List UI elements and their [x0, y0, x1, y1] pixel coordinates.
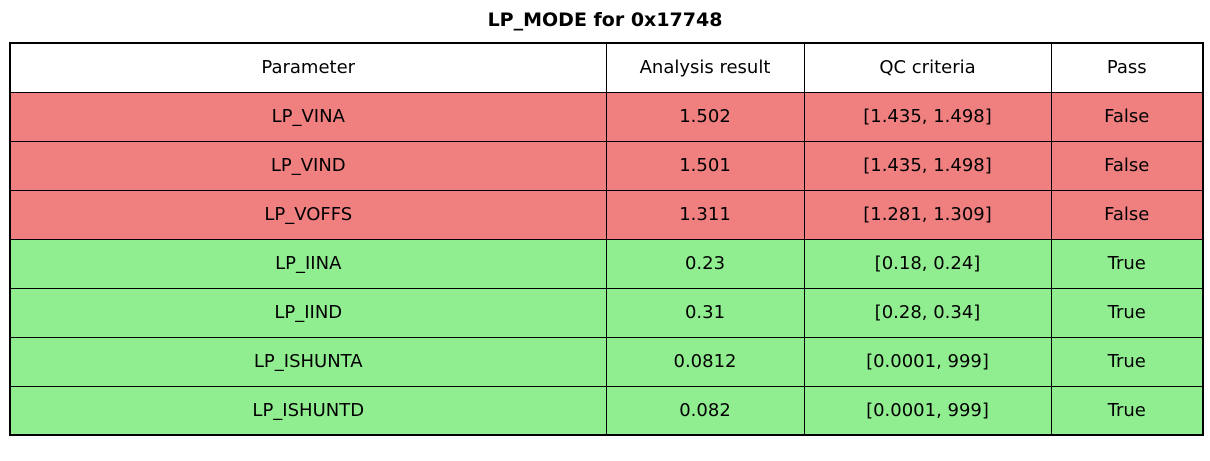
cell-parameter: LP_VINA [9, 91, 607, 142]
table-row: LP_ISHUNTD 0.082 [0.0001, 999] True [9, 385, 1204, 436]
cell-qc-criteria: [0.0001, 999] [803, 385, 1052, 436]
cell-qc-criteria: [0.28, 0.34] [803, 287, 1052, 338]
cell-parameter: LP_VOFFS [9, 189, 607, 240]
page-title: LP_MODE for 0x17748 [487, 9, 723, 31]
cell-pass: True [1050, 287, 1204, 338]
cell-parameter: LP_IIND [9, 287, 607, 338]
cell-parameter: LP_ISHUNTD [9, 385, 607, 436]
table-row: LP_VOFFS 1.311 [1.281, 1.309] False [9, 189, 1204, 240]
cell-pass: True [1050, 336, 1204, 387]
table-row: LP_VIND 1.501 [1.435, 1.498] False [9, 140, 1204, 191]
cell-qc-criteria: [1.435, 1.498] [803, 140, 1052, 191]
cell-pass: False [1050, 189, 1204, 240]
cell-parameter: LP_ISHUNTA [9, 336, 607, 387]
cell-analysis-result: 1.502 [605, 91, 805, 142]
cell-qc-criteria: [0.0001, 999] [803, 336, 1052, 387]
cell-qc-criteria: [0.18, 0.24] [803, 238, 1052, 289]
cell-analysis-result: 1.311 [605, 189, 805, 240]
cell-pass: True [1050, 238, 1204, 289]
cell-analysis-result: 0.0812 [605, 336, 805, 387]
cell-analysis-result: 0.082 [605, 385, 805, 436]
qc-results-table: Parameter Analysis result QC criteria Pa… [9, 42, 1204, 436]
cell-analysis-result: 0.31 [605, 287, 805, 338]
cell-qc-criteria: [1.435, 1.498] [803, 91, 1052, 142]
table-row: LP_IINA 0.23 [0.18, 0.24] True [9, 238, 1204, 289]
cell-analysis-result: 1.501 [605, 140, 805, 191]
qc-report-figure: LP_MODE for 0x17748 Parameter Analysis r… [0, 9, 1210, 436]
cell-parameter: LP_VIND [9, 140, 607, 191]
column-header-pass: Pass [1050, 42, 1204, 93]
column-header-parameter: Parameter [9, 42, 607, 93]
column-header-qc-criteria: QC criteria [803, 42, 1052, 93]
header-row: Parameter Analysis result QC criteria Pa… [9, 42, 1204, 93]
cell-pass: False [1050, 140, 1204, 191]
table-row: LP_IIND 0.31 [0.28, 0.34] True [9, 287, 1204, 338]
table-header: Parameter Analysis result QC criteria Pa… [9, 42, 1204, 93]
table-body: LP_VINA 1.502 [1.435, 1.498] False LP_VI… [9, 91, 1204, 436]
cell-pass: False [1050, 91, 1204, 142]
cell-parameter: LP_IINA [9, 238, 607, 289]
column-header-analysis-result: Analysis result [605, 42, 805, 93]
table-row: LP_VINA 1.502 [1.435, 1.498] False [9, 91, 1204, 142]
cell-qc-criteria: [1.281, 1.309] [803, 189, 1052, 240]
table-row: LP_ISHUNTA 0.0812 [0.0001, 999] True [9, 336, 1204, 387]
cell-analysis-result: 0.23 [605, 238, 805, 289]
cell-pass: True [1050, 385, 1204, 436]
